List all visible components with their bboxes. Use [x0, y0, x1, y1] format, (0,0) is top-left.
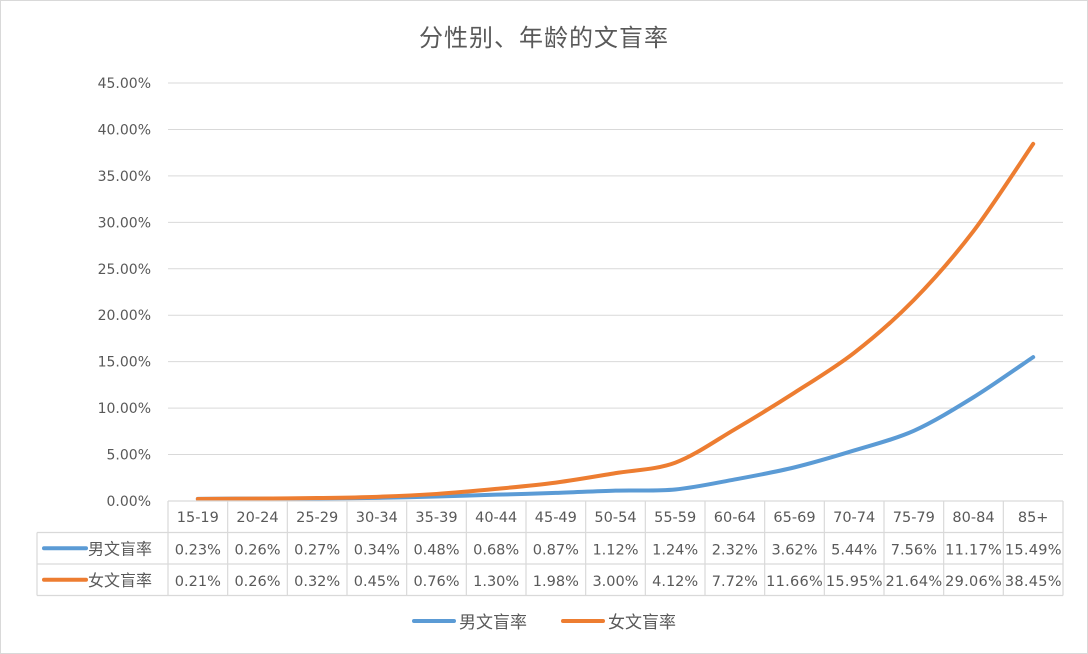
table-value-cell: 3.00% [592, 574, 638, 590]
y-tick-label: 35.00% [98, 169, 151, 185]
table-value-cell: 3.62% [771, 542, 817, 558]
table-category-cell: 30-34 [356, 510, 398, 526]
table-value-cell: 0.27% [294, 542, 340, 558]
table-category-cell: 20-24 [236, 510, 278, 526]
table-value-cell: 29.06% [945, 574, 1002, 590]
table-category-cell: 60-64 [714, 510, 756, 526]
y-tick-label: 40.00% [98, 122, 151, 138]
table-category-cell: 70-74 [833, 510, 875, 526]
table-value-cell: 0.34% [354, 542, 400, 558]
table-category-cell: 45-49 [535, 510, 577, 526]
table-value-cell: 15.95% [826, 574, 883, 590]
table-value-cell: 4.12% [652, 574, 698, 590]
table-value-cell: 0.68% [473, 542, 519, 558]
y-tick-label: 10.00% [98, 401, 151, 417]
y-tick-label: 15.00% [98, 355, 151, 371]
table-category-cell: 15-19 [177, 510, 219, 526]
table-category-cell: 50-54 [594, 510, 636, 526]
table-category-cell: 80-84 [952, 510, 994, 526]
table-category-cell: 55-59 [654, 510, 696, 526]
series-line[interactable] [195, 355, 1036, 501]
legend-label-male: 男文盲率 [459, 613, 527, 633]
table-value-cell: 2.32% [712, 542, 758, 558]
y-tick-label: 25.00% [98, 262, 151, 278]
table-value-cell: 0.32% [294, 574, 340, 590]
legend-label-female: 女文盲率 [608, 613, 676, 633]
male-line-swatch-icon [412, 618, 456, 623]
table-value-cell: 5.44% [831, 542, 877, 558]
y-tick-label: 5.00% [107, 448, 151, 464]
female-line-swatch-icon [561, 618, 605, 623]
table-value-cell: 0.23% [175, 542, 221, 558]
table-value-cell: 0.21% [175, 574, 221, 590]
chart-title: 分性别、年龄的文盲率 [419, 24, 669, 52]
y-tick-label: 45.00% [98, 76, 151, 92]
table-value-cell: 0.48% [413, 542, 459, 558]
table-category-cell: 85+ [1018, 510, 1049, 526]
table-value-cell: 1.30% [473, 574, 519, 590]
table-series-label: 女文盲率 [88, 571, 152, 590]
table-value-cell: 11.17% [945, 542, 1002, 558]
data-table: 15-19 20-24 25-29 30-34 35-39 40-44 45-49 50-54… [36, 500, 1064, 597]
series-lines [195, 141, 1036, 502]
table-value-cell: 0.76% [413, 574, 459, 590]
y-tick-label: 30.00% [98, 215, 151, 231]
table-category-cell: 65-69 [773, 510, 815, 526]
table-value-cell: 1.98% [533, 574, 579, 590]
legend: 男文盲率 女文盲率 [0, 608, 1088, 633]
table-value-cell: 0.87% [533, 542, 579, 558]
table-category-cell: 25-29 [296, 510, 338, 526]
table-value-cell: 1.24% [652, 542, 698, 558]
table-category-cell: 40-44 [475, 510, 517, 526]
gridlines [168, 82, 1063, 456]
legend-item-female[interactable]: 女文盲率 [561, 608, 676, 633]
table-value-cell: 15.49% [1005, 542, 1062, 558]
table-value-cell: 21.64% [886, 574, 943, 590]
table-value-cell: 38.45% [1005, 574, 1062, 590]
table-value-cell: 7.56% [891, 542, 937, 558]
table-value-cell: 0.26% [234, 542, 280, 558]
table-category-cell: 35-39 [415, 510, 457, 526]
table-category-cell: 75-79 [893, 510, 935, 526]
series-line[interactable] [195, 141, 1036, 502]
y-tick-label: 20.00% [98, 308, 151, 324]
table-value-cell: 7.72% [712, 574, 758, 590]
y-tick-label: 0.00% [107, 494, 151, 510]
legend-item-male[interactable]: 男文盲率 [412, 608, 527, 633]
table-value-cell: 0.45% [354, 574, 400, 590]
table-value-cell: 11.66% [766, 574, 823, 590]
table-value-cell: 0.26% [234, 574, 280, 590]
y-axis-labels: 0.00% 5.00% 10.00% 15.00% 20.00% 25.00% 30.00%… [98, 76, 151, 510]
table-series-label: 男文盲率 [88, 539, 152, 558]
table-value-cell: 1.12% [592, 542, 638, 558]
